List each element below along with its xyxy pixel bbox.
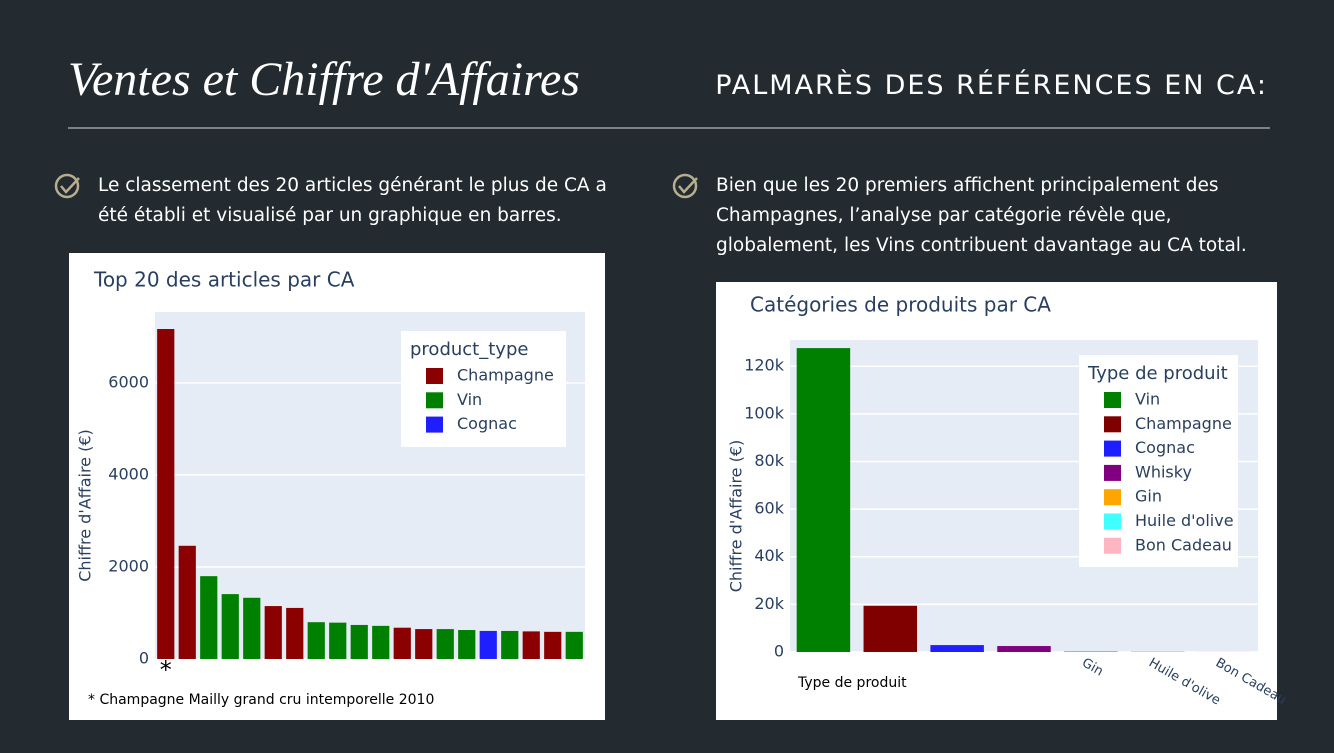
y-tick-label: 0 xyxy=(139,649,149,668)
bar xyxy=(1130,651,1185,652)
y-axis-label: Chiffre d'Affaire (€) xyxy=(727,440,746,593)
y-tick-label: 120k xyxy=(744,356,785,375)
legend-label: Cognac xyxy=(1135,438,1195,457)
legend-title: product_type xyxy=(410,339,528,360)
bar xyxy=(286,607,304,659)
legend-swatch xyxy=(1104,392,1121,408)
y-tick-label: 60k xyxy=(754,499,784,518)
legend-label: Champagne xyxy=(457,366,554,385)
bar xyxy=(997,646,1051,652)
legend-swatch xyxy=(1104,489,1121,506)
slide-title: Ventes et Chiffre d'Affaires xyxy=(68,53,580,106)
bar xyxy=(329,622,347,659)
legend-label: Vin xyxy=(457,390,482,409)
bar xyxy=(393,627,411,659)
legend-label: Huile d'olive xyxy=(1135,511,1234,530)
y-axis-label: Chiffre d'Affaire (€) xyxy=(76,429,95,582)
bar xyxy=(221,594,239,659)
bar xyxy=(157,329,175,659)
bar xyxy=(415,629,433,659)
x-axis-label: Type de produit xyxy=(797,675,907,691)
bar xyxy=(458,630,476,659)
y-tick-label: 40k xyxy=(754,546,784,565)
bar xyxy=(501,630,519,659)
legend-swatch xyxy=(426,392,443,409)
legend-swatch xyxy=(1104,464,1121,481)
legend-title: Type de produit xyxy=(1087,363,1228,384)
bar xyxy=(350,624,368,659)
bar xyxy=(522,631,540,659)
bar xyxy=(200,576,218,659)
slide-subtitle: PALMARÈS DES RÉFÉRENCES EN CA: xyxy=(715,70,1268,101)
bar xyxy=(479,630,497,659)
legend-swatch xyxy=(426,368,443,384)
footnote: * Champagne Mailly grand cru intemporell… xyxy=(88,692,434,708)
y-tick-label: 6000 xyxy=(108,372,149,391)
y-tick-label: 4000 xyxy=(108,464,149,483)
y-tick-label: 80k xyxy=(754,451,784,470)
legend-label: Champagne xyxy=(1135,414,1232,433)
bar xyxy=(796,348,851,652)
bar xyxy=(307,622,325,659)
bar xyxy=(544,631,562,659)
bullet-text: Bien que les 20 premiers affichent princ… xyxy=(716,175,1247,256)
y-tick-label: 100k xyxy=(744,403,785,422)
legend-label: Cognac xyxy=(457,414,517,433)
bar xyxy=(178,545,196,659)
legend-label: Whisky xyxy=(1135,462,1192,481)
y-tick-label: 2000 xyxy=(108,556,149,575)
x-tick-label: * xyxy=(160,656,172,684)
check-icon xyxy=(54,173,698,199)
bar xyxy=(372,625,390,659)
bar xyxy=(863,605,918,652)
bar xyxy=(436,629,454,659)
y-tick-label: 20k xyxy=(754,594,784,613)
legend-box xyxy=(1079,355,1238,567)
bar xyxy=(1064,651,1118,652)
legend-label: Vin xyxy=(1135,390,1160,409)
legend-swatch xyxy=(426,416,443,433)
legend-label: Bon Cadeau xyxy=(1135,535,1232,554)
legend-swatch xyxy=(1104,513,1121,530)
legend-label: Gin xyxy=(1135,487,1162,506)
chart-title: Top 20 des articles par CA xyxy=(93,268,355,292)
bar xyxy=(243,597,261,659)
chart-title: Catégories de produits par CA xyxy=(750,293,1051,317)
bar xyxy=(565,631,583,659)
bullet-text: Le classement des 20 articles générant l… xyxy=(98,175,607,226)
y-tick-label: 0 xyxy=(774,642,784,661)
legend-swatch xyxy=(1104,537,1121,554)
legend-swatch xyxy=(1104,440,1121,457)
bar xyxy=(930,645,984,652)
bar xyxy=(264,606,282,659)
legend-swatch xyxy=(1104,416,1121,433)
